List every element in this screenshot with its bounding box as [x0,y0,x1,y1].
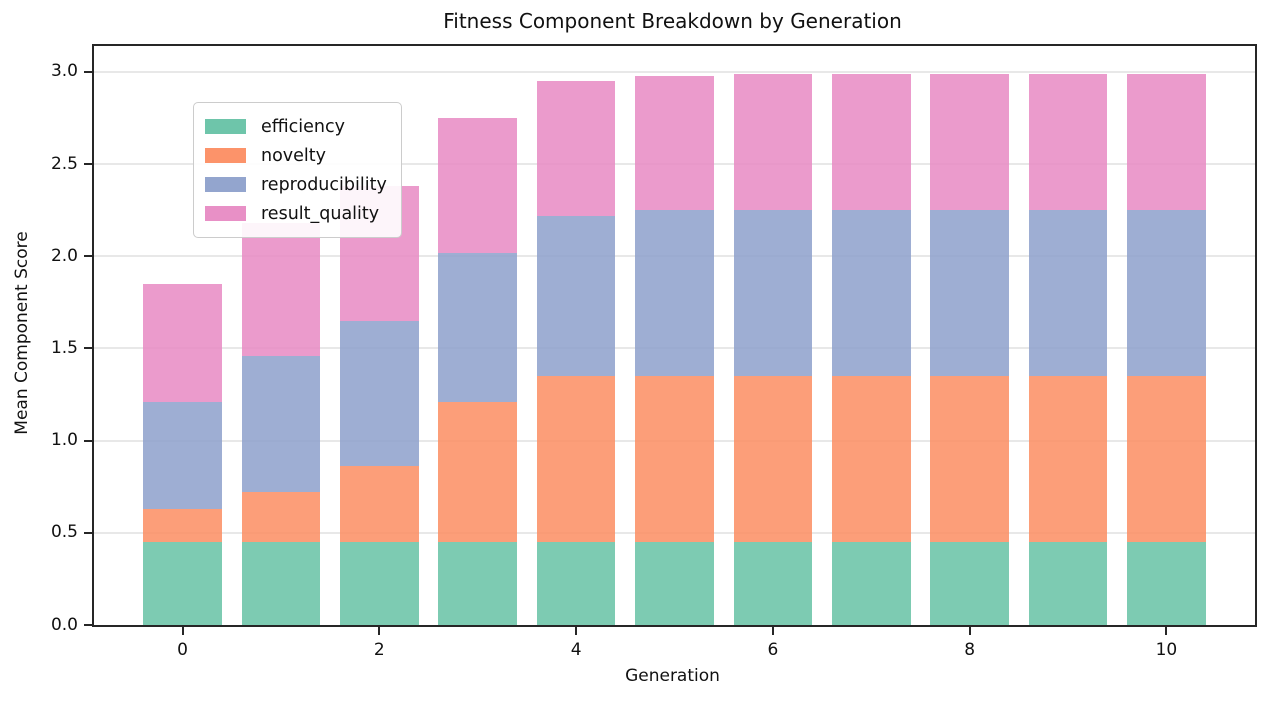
bar-gen-5-novelty [635,376,714,543]
bar-gen-9-reproducibility [1028,210,1108,377]
y-tick-label: 2.5 [50,153,78,174]
bar-gen-2-efficiency [339,542,419,625]
bar-gen-1-efficiency [241,542,321,625]
bar-gen-1-novelty [241,492,321,543]
bar-gen-2-novelty [339,466,419,542]
legend-label-novelty: novelty [261,145,327,166]
bar-gen-0-novelty [143,508,222,543]
bar-gen-0-efficiency [143,542,222,625]
bar-gen-8-efficiency [930,542,1010,625]
x-tick-label: 6 [767,640,779,660]
y-tick-label: 0.5 [50,522,78,543]
x-tick-mark [771,627,774,635]
bar-gen-5-result_quality [635,75,714,211]
legend-item-reproducibility: reproducibility [205,170,387,199]
bar-gen-10-reproducibility [1127,210,1206,377]
legend-label-efficiency: efficiency [261,116,346,137]
x-tick-mark [968,627,971,635]
x-tick-label: 4 [570,640,582,660]
legend-swatch-novelty [205,148,246,163]
bar-gen-0-result_quality [143,283,222,402]
y-tick-mark [84,255,92,258]
bar-gen-6-novelty [733,376,813,543]
legend-swatch-efficiency [205,119,246,134]
x-tick-label: 8 [964,640,976,660]
bar-gen-0-reproducibility [143,401,222,509]
y-tick-mark [84,439,92,442]
bar-gen-4-reproducibility [536,215,616,377]
legend-item-result_quality: result_quality [205,199,387,228]
y-tick-mark [84,624,92,626]
bar-gen-7-result_quality [831,73,911,211]
bar-gen-3-result_quality [438,117,518,253]
bar-gen-9-efficiency [1028,542,1108,625]
bar-gen-6-reproducibility [733,210,813,377]
x-tick-label: 10 [1155,640,1178,660]
bar-gen-8-novelty [930,376,1010,543]
y-tick-label: 3.0 [50,61,78,82]
gridline [94,70,1255,73]
x-tick-mark [575,627,578,635]
bar-gen-7-reproducibility [831,210,911,377]
x-axis-label: Generation [625,666,720,686]
bar-gen-6-efficiency [733,542,813,625]
chart-title: Fitness Component Breakdown by Generatio… [443,9,902,33]
bar-gen-10-novelty [1127,376,1206,543]
x-tick-mark [1165,627,1168,635]
bar-gen-2-reproducibility [339,320,419,467]
y-tick-label: 2.0 [50,245,78,266]
bar-gen-9-novelty [1028,376,1108,543]
x-tick-label: 2 [373,640,385,660]
bar-gen-7-efficiency [831,542,911,625]
plot-area: efficiency novelty reproducibility result_q… [92,44,1257,627]
x-tick-label: 0 [177,640,188,660]
y-tick-label: 0.0 [50,614,78,635]
legend-label-result_quality: result_quality [261,203,380,224]
bar-gen-4-efficiency [536,542,616,625]
bar-gen-6-result_quality [733,73,813,211]
bar-gen-10-result_quality [1127,73,1206,211]
legend-swatch-reproducibility [205,177,246,192]
bar-gen-1-reproducibility [241,355,321,493]
bar-gen-9-result_quality [1028,73,1108,211]
y-tick-label: 1.0 [50,430,78,451]
bar-gen-8-reproducibility [930,210,1010,377]
bar-gen-3-novelty [438,401,518,542]
bar-gen-1-result_quality [241,223,321,356]
bar-gen-5-efficiency [635,542,714,625]
bar-gen-3-reproducibility [438,252,518,402]
bar-gen-3-efficiency [438,542,518,625]
legend-label-reproducibility: reproducibility [261,174,387,195]
legend-swatch-result_quality [205,206,246,221]
bar-gen-5-reproducibility [635,210,714,377]
y-tick-mark [84,163,92,165]
y-tick-mark [84,531,92,534]
y-tick-mark [84,70,92,73]
bar-gen-4-result_quality [536,81,616,216]
legend-item-novelty: novelty [205,141,387,170]
bar-gen-8-result_quality [930,73,1010,211]
x-tick-mark [378,627,381,635]
y-tick-mark [84,347,92,350]
bar-gen-7-novelty [831,376,911,543]
bar-gen-10-efficiency [1127,542,1206,625]
legend-item-efficiency: efficiency [205,112,387,141]
x-tick-mark [181,627,184,635]
y-tick-label: 1.5 [50,337,78,358]
legend: efficiency novelty reproducibility result_q… [193,102,402,238]
bar-gen-4-novelty [536,376,616,543]
